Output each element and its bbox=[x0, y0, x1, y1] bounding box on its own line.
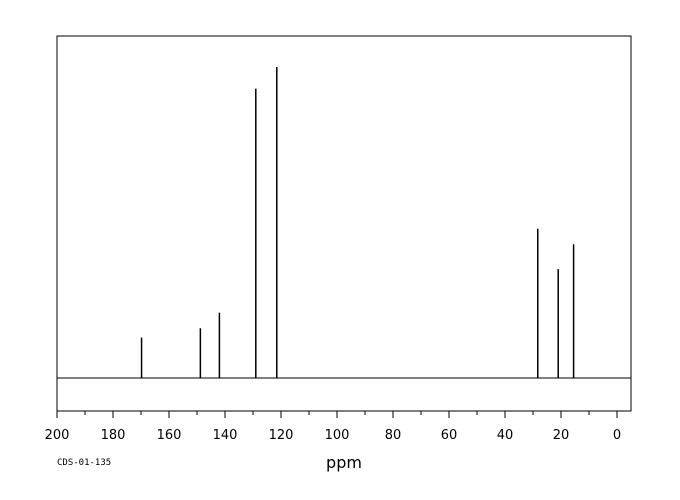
x-tick-label: 180 bbox=[101, 428, 126, 443]
x-tick-label: 20 bbox=[553, 428, 570, 443]
plot-frame bbox=[56, 35, 632, 412]
x-tick-label: 160 bbox=[157, 428, 182, 443]
x-tick-label: 60 bbox=[441, 428, 458, 443]
x-tick-label: 40 bbox=[497, 428, 514, 443]
x-tick-label: 0 bbox=[613, 428, 621, 443]
x-axis-label: ppm bbox=[326, 453, 362, 472]
peaks-group bbox=[140, 67, 575, 378]
footer-code: CDS-01-135 bbox=[57, 458, 111, 468]
x-tick-label: 120 bbox=[269, 428, 294, 443]
x-tick-label: 140 bbox=[213, 428, 238, 443]
x-tick-label: 200 bbox=[45, 428, 70, 443]
x-tick-label: 80 bbox=[385, 428, 402, 443]
x-tick-label: 100 bbox=[325, 428, 350, 443]
x-axis-tick-labels: 200 180 160 140 120 100 80 60 40 20 0 bbox=[45, 428, 622, 443]
x-axis-ticks bbox=[56, 411, 618, 418]
